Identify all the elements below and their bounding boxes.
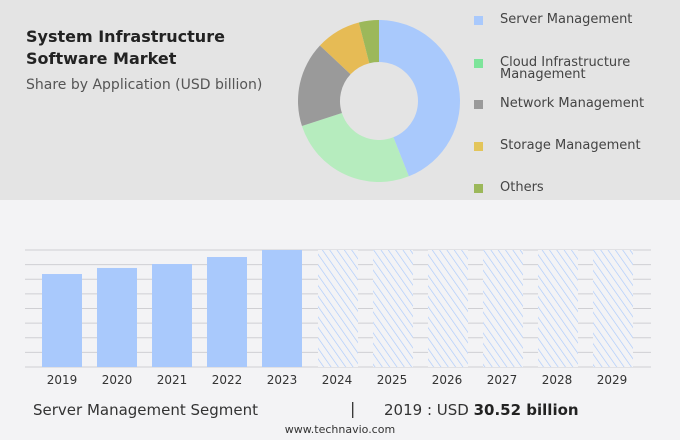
bar-2023 — [262, 250, 302, 367]
forecast-bar-2026 — [428, 250, 468, 367]
donut-slice-2 — [298, 45, 351, 127]
x-tick-label: 2025 — [377, 373, 408, 387]
legend-item: Network Management — [474, 96, 645, 111]
segment-label: Server Management Segment — [33, 401, 259, 419]
x-tick-label: 2026 — [432, 373, 463, 387]
x-tick-label: 2022 — [212, 373, 243, 387]
x-tick-label: 2019 — [47, 373, 78, 387]
legend-swatch — [474, 59, 483, 68]
legend-swatch — [474, 184, 483, 193]
bar-2022 — [207, 257, 247, 367]
legend-label: Server Management — [500, 12, 633, 27]
forecast-bar-2029 — [593, 250, 633, 367]
x-tick-label: 2020 — [102, 373, 133, 387]
legend-swatch — [474, 16, 483, 25]
x-tick-label: 2028 — [542, 373, 573, 387]
segment-value: 2019 : USD 30.52 billion — [384, 401, 579, 419]
legend-label: Others — [500, 180, 544, 195]
legend-item: Others — [474, 180, 544, 195]
forecast-bar-2028 — [538, 250, 578, 367]
x-tick-label: 2027 — [487, 373, 518, 387]
x-tick-label: 2024 — [322, 373, 353, 387]
donut-chart — [298, 20, 460, 182]
bar-chart: 2019 2020 2021 2022 2023 2024 2025 2026 2027 2028… — [25, 249, 651, 387]
separator: | — [350, 399, 356, 418]
x-tick-label: 2021 — [157, 373, 188, 387]
forecast-bar-2025 — [373, 250, 413, 367]
legend-label: Cloud Infrastructure Management — [500, 55, 631, 82]
donut-slice-0 — [379, 20, 460, 177]
donut-slice-1 — [301, 113, 409, 182]
donut-slice-4 — [358, 20, 379, 64]
forecast-bar-2024 — [318, 250, 358, 367]
x-tick-label: 2023 — [267, 373, 298, 387]
bar-2019 — [42, 274, 82, 367]
legend-item: Cloud Infrastructure Management — [474, 55, 640, 82]
legend-swatch — [474, 142, 483, 151]
legend-label: Network Management — [500, 96, 645, 111]
legend-swatch — [474, 100, 483, 109]
site-url: www.technavio.com — [284, 423, 396, 436]
year-label: 2019 : USD — [384, 401, 469, 419]
x-tick-label: 2029 — [597, 373, 628, 387]
bar-2021 — [152, 264, 192, 367]
value-text: 30.52 billion — [473, 401, 579, 419]
chart-title: System Infrastructure Software Market — [26, 27, 225, 68]
legend-label: Storage Management — [500, 138, 641, 153]
donut-slice-3 — [319, 22, 370, 75]
forecast-bar-2027 — [483, 250, 523, 367]
chart-subtitle: Share by Application (USD billion) — [26, 77, 263, 93]
legend-item: Storage Management — [474, 138, 641, 153]
legend-item: Server Management — [474, 12, 633, 27]
bar-2020 — [97, 267, 137, 367]
